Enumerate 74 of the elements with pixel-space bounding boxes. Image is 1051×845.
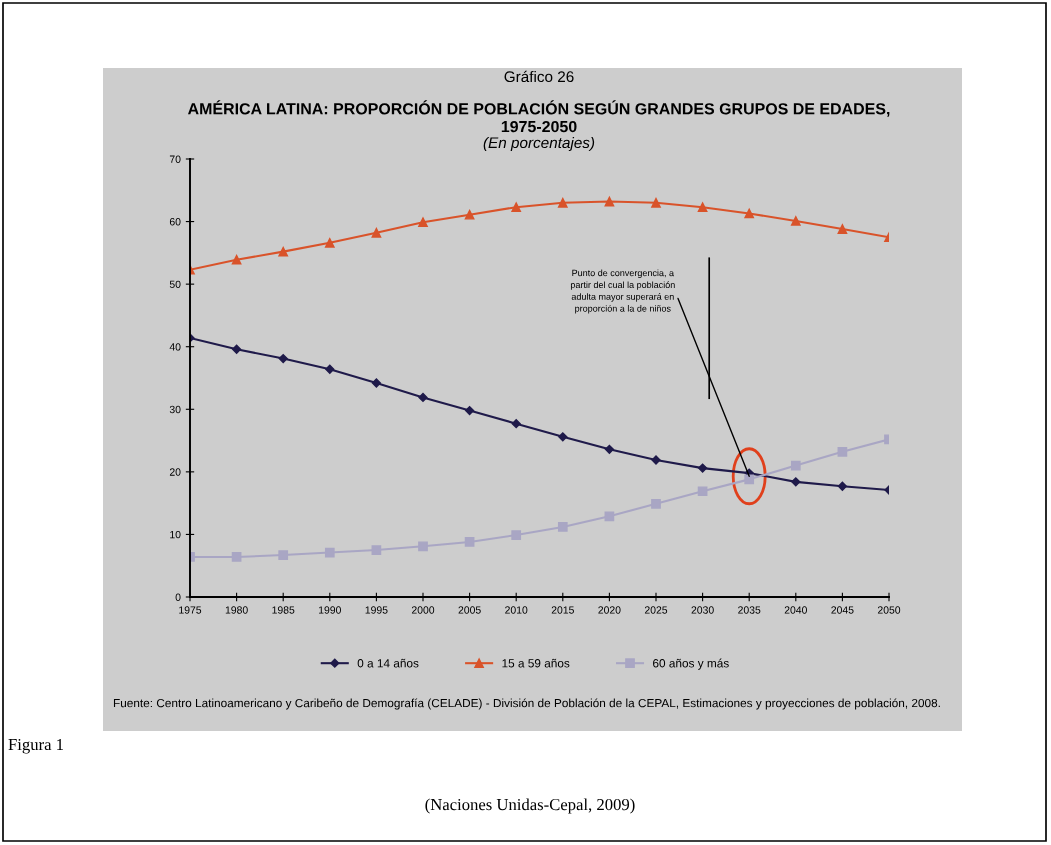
point (558, 432, 568, 442)
point (278, 550, 289, 560)
x-tick-label: 1985 (272, 606, 295, 614)
point (324, 237, 335, 248)
text: Gráfico 26 (504, 70, 574, 83)
x-tick-label: 1980 (225, 606, 248, 614)
annotation: Punto de convergencia, a partir del cual la población adulta mayor superará en proporción a la de niños (570, 269, 675, 314)
point (557, 197, 568, 208)
x-tick-label: 1995 (365, 606, 388, 614)
point (418, 392, 428, 403)
point (697, 202, 708, 213)
point (744, 474, 755, 485)
point (464, 537, 475, 547)
chart-subtitle: (En porcentajes) (483, 136, 595, 152)
point (604, 511, 615, 522)
point (418, 541, 428, 552)
point (837, 446, 848, 457)
point (697, 463, 708, 473)
legend-label: 60 años y más (653, 658, 729, 670)
x-tick-label: 1975 (179, 606, 202, 614)
point (278, 353, 288, 364)
point (790, 216, 801, 226)
x-tick-label: 2015 (551, 606, 574, 614)
source-note: Fuente: Centro Latinoamericano y Caribeño de Demografía (CELADE) - División de Población de la CEPAL, Estimaciones y proyecciones de población, 2008. (113, 698, 940, 710)
point (278, 246, 289, 257)
x-tick-label: 2005 (458, 606, 481, 614)
x-tick-label: 1990 (319, 606, 341, 614)
point (464, 405, 475, 416)
y-tick-label: 70 (169, 155, 181, 163)
point (557, 522, 568, 532)
point (325, 364, 335, 374)
point (231, 552, 242, 562)
point (651, 197, 661, 208)
legend-label: 0 a 14 años (357, 658, 419, 668)
y-tick-label: 50 (169, 280, 181, 289)
y-tick-label: 60 (169, 218, 181, 226)
text: (Naciones Unidas-Cepal, 2009) (425, 798, 635, 814)
point (837, 481, 848, 491)
point (324, 547, 335, 558)
point (744, 208, 755, 219)
point (651, 498, 661, 509)
y-tick-label: 40 (169, 343, 181, 351)
point (231, 344, 242, 354)
text: Figura 1 (8, 738, 64, 754)
point (231, 254, 242, 265)
legend-label: 15 a 59 años (502, 658, 570, 668)
point (697, 486, 708, 497)
point (604, 196, 615, 207)
x-tick-label: 2000 (411, 606, 435, 614)
chart-title: AMÉRICA LATINA: PROPORCIÓN DE POBLACIÓN SEGÚN GRANDES GRUPOS DE EDADES, 1975-2050 (187, 100, 890, 133)
x-tick-label: 2050 (877, 606, 901, 614)
point (511, 202, 522, 213)
x-tick-label: 2010 (505, 606, 528, 614)
x-tick-label: 2045 (831, 606, 854, 614)
x-tick-label: 2020 (598, 606, 621, 614)
x-tick-label: 2035 (738, 606, 761, 614)
point (511, 530, 522, 540)
y-tick-label: 30 (169, 405, 181, 414)
x-tick-label: 2030 (691, 606, 714, 614)
point (604, 444, 615, 454)
x-tick-label: 2040 (784, 606, 807, 614)
point (371, 545, 382, 555)
point (464, 209, 475, 220)
y-tick-label: 0 (175, 593, 181, 601)
y-tick-label: 20 (169, 468, 181, 476)
point (791, 477, 801, 487)
point (790, 460, 801, 471)
point (371, 378, 382, 388)
point (511, 419, 521, 429)
point (371, 227, 382, 238)
point (418, 217, 428, 228)
y-tick-label: 10 (170, 530, 181, 539)
x-tick-label: 2025 (644, 606, 668, 614)
point (837, 224, 848, 234)
